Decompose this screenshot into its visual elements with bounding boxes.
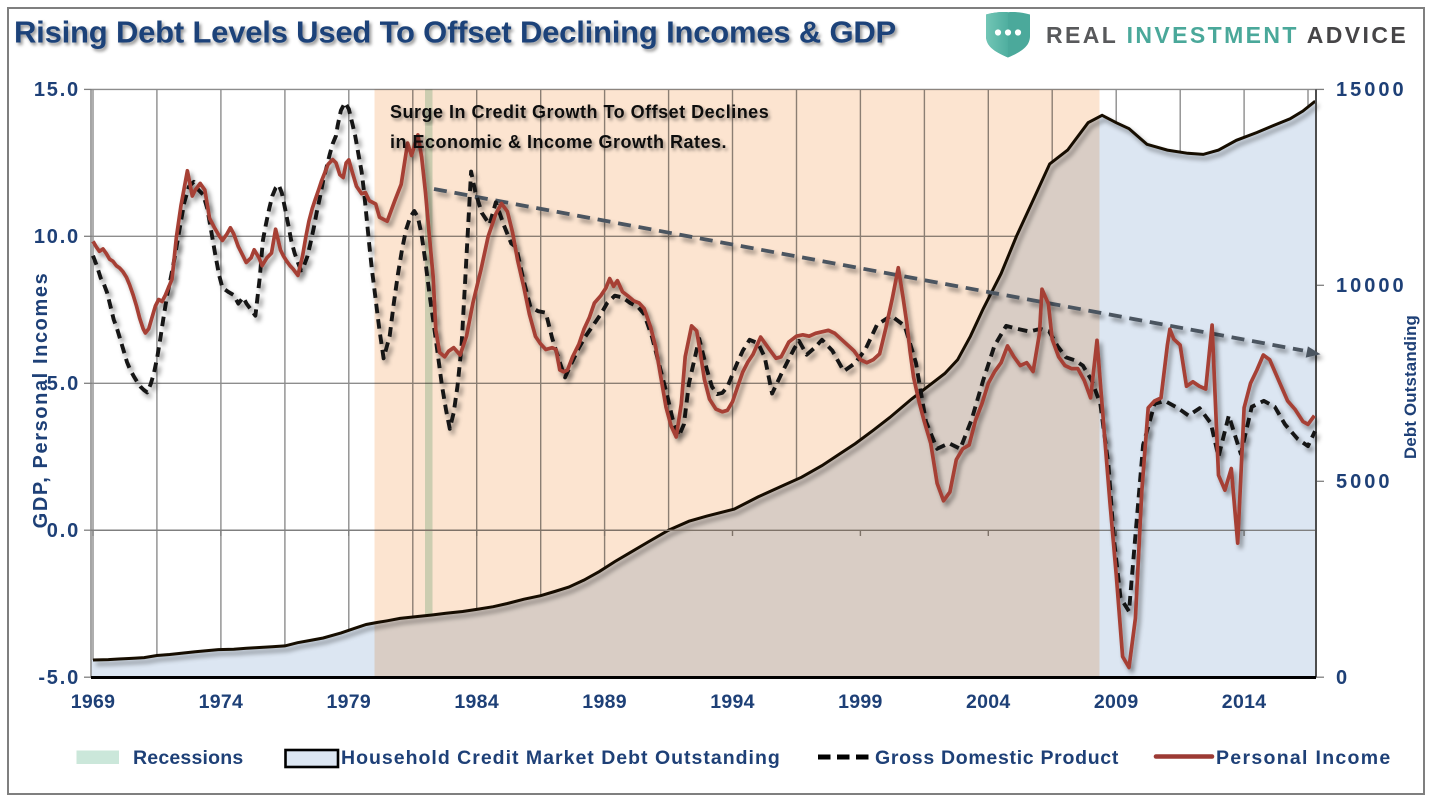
svg-text:GDP, Personal Incomes: GDP, Personal Incomes bbox=[30, 272, 52, 529]
svg-text:Surge In Credit Growth To Offs: Surge In Credit Growth To Offset Decline… bbox=[390, 102, 769, 122]
svg-text:15000: 15000 bbox=[1336, 79, 1407, 101]
svg-text:1989: 1989 bbox=[582, 691, 627, 713]
svg-text:0.0: 0.0 bbox=[47, 520, 80, 542]
svg-text:15.0: 15.0 bbox=[34, 79, 80, 101]
svg-text:Gross Domestic Product: Gross Domestic Product bbox=[875, 747, 1119, 769]
svg-text:1984: 1984 bbox=[454, 691, 499, 713]
svg-text:Personal Income: Personal Income bbox=[1216, 747, 1392, 769]
svg-text:Debt Outstanding: Debt Outstanding bbox=[1401, 315, 1420, 459]
svg-text:Recessions: Recessions bbox=[133, 747, 243, 769]
svg-text:0: 0 bbox=[1336, 667, 1350, 689]
svg-text:in Economic & Income Growth Ra: in Economic & Income Growth Rates. bbox=[390, 132, 727, 152]
svg-text:REAL INVESTMENT ADVICE: REAL INVESTMENT ADVICE bbox=[1046, 22, 1408, 48]
svg-text:Rising Debt Levels Used To Off: Rising Debt Levels Used To Offset Declin… bbox=[14, 15, 896, 50]
svg-text:Household Credit Market Debt O: Household Credit Market Debt Outstanding bbox=[341, 747, 781, 769]
svg-text:2014: 2014 bbox=[1222, 691, 1267, 713]
svg-text:10.0: 10.0 bbox=[34, 226, 80, 248]
svg-text:2009: 2009 bbox=[1094, 691, 1139, 713]
svg-text:-5.0: -5.0 bbox=[38, 667, 80, 689]
svg-text:1969: 1969 bbox=[71, 691, 116, 713]
svg-text:5000: 5000 bbox=[1336, 471, 1393, 493]
svg-text:2004: 2004 bbox=[966, 691, 1011, 713]
svg-text:5.0: 5.0 bbox=[47, 373, 80, 395]
svg-text:1979: 1979 bbox=[327, 691, 372, 713]
svg-text:1999: 1999 bbox=[838, 691, 883, 713]
svg-text:1994: 1994 bbox=[710, 691, 755, 713]
svg-text:1974: 1974 bbox=[199, 691, 244, 713]
svg-text:10000: 10000 bbox=[1336, 275, 1407, 297]
